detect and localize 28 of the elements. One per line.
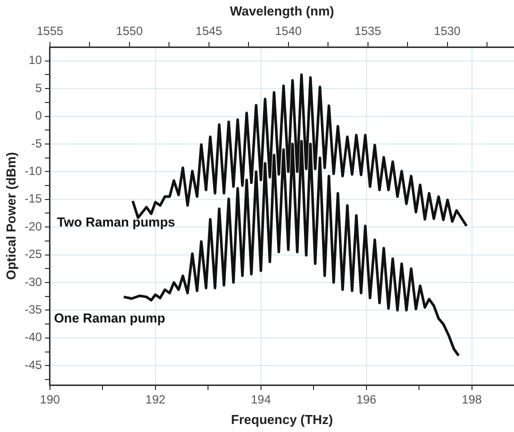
- y-tick-label: -45: [24, 358, 42, 372]
- y-axis-title: Optical Power (dBm): [3, 152, 18, 280]
- y-tick-label: -25: [24, 247, 42, 262]
- y-tick-label: -10: [24, 164, 42, 178]
- x-tick-label: 190: [40, 392, 60, 407]
- x-tick-label: 194: [250, 392, 272, 407]
- x-tick-label: 196: [356, 392, 377, 407]
- y-tick-label: -15: [24, 192, 42, 206]
- x-tick-label: 192: [145, 392, 166, 407]
- y-tick-label: -20: [24, 219, 42, 234]
- x-axis-title: Frequency (THz): [231, 412, 333, 427]
- x2-tick-label: 1545: [196, 24, 223, 38]
- y-tick-label: -5: [31, 136, 42, 150]
- x2-tick-label: 1530: [434, 24, 461, 38]
- x2-tick-label: 1550: [116, 24, 144, 38]
- series-label: Two Raman pumps: [56, 214, 176, 230]
- x2-tick-label: 1555: [36, 24, 64, 38]
- y-tick-label: -40: [24, 330, 42, 344]
- x2-tick-label: 1535: [354, 24, 382, 38]
- y-tick-label: -30: [24, 274, 42, 289]
- y-tick-label: 10: [28, 53, 42, 68]
- series-label: One Raman pump: [54, 310, 166, 326]
- x2-tick-label: 1540: [274, 24, 302, 38]
- x2-axis-title: Wavelength (nm): [230, 3, 334, 18]
- y-tick-label: -35: [24, 302, 42, 317]
- x-tick-label: 198: [462, 392, 482, 407]
- y-tick-label: 0: [35, 108, 42, 123]
- y-tick-label: 5: [35, 80, 42, 95]
